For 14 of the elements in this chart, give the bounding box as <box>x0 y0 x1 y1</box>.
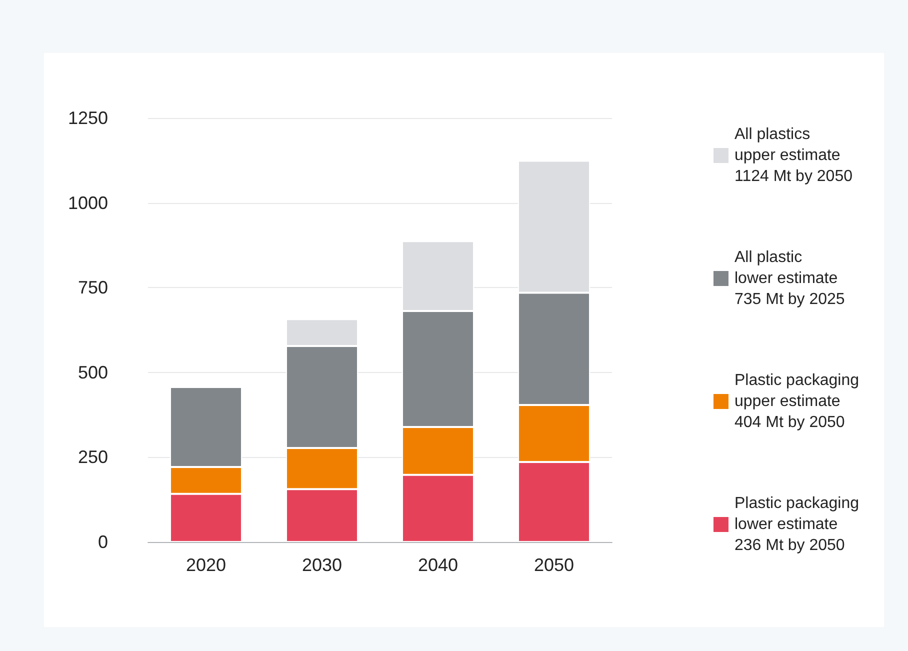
y-tick-label: 500 <box>78 362 108 382</box>
x-tick-label: 2040 <box>418 555 458 575</box>
x-tick-label: 2030 <box>302 555 342 575</box>
y-tick-label: 250 <box>78 447 108 468</box>
x-tick-label: 2020 <box>186 555 226 575</box>
y-tick-label: 0 <box>98 532 108 552</box>
y-tick-label: 750 <box>78 278 108 298</box>
legend-label: All plastic lower estimate 735 Mt by 2025 <box>734 249 845 308</box>
y-tick-label: 1000 <box>68 192 108 213</box>
legend-label: Plastic packaging upper estimate 404 Mt by 2050 <box>734 372 859 431</box>
legend-label: Plastic packaging lower estimate 236 Mt by 2050 <box>734 495 859 554</box>
legend-label: All plastics upper estimate 1124 Mt by 2050 <box>734 126 853 185</box>
x-tick-label: 2050 <box>534 555 574 575</box>
y-tick-label: 1250 <box>68 108 108 128</box>
